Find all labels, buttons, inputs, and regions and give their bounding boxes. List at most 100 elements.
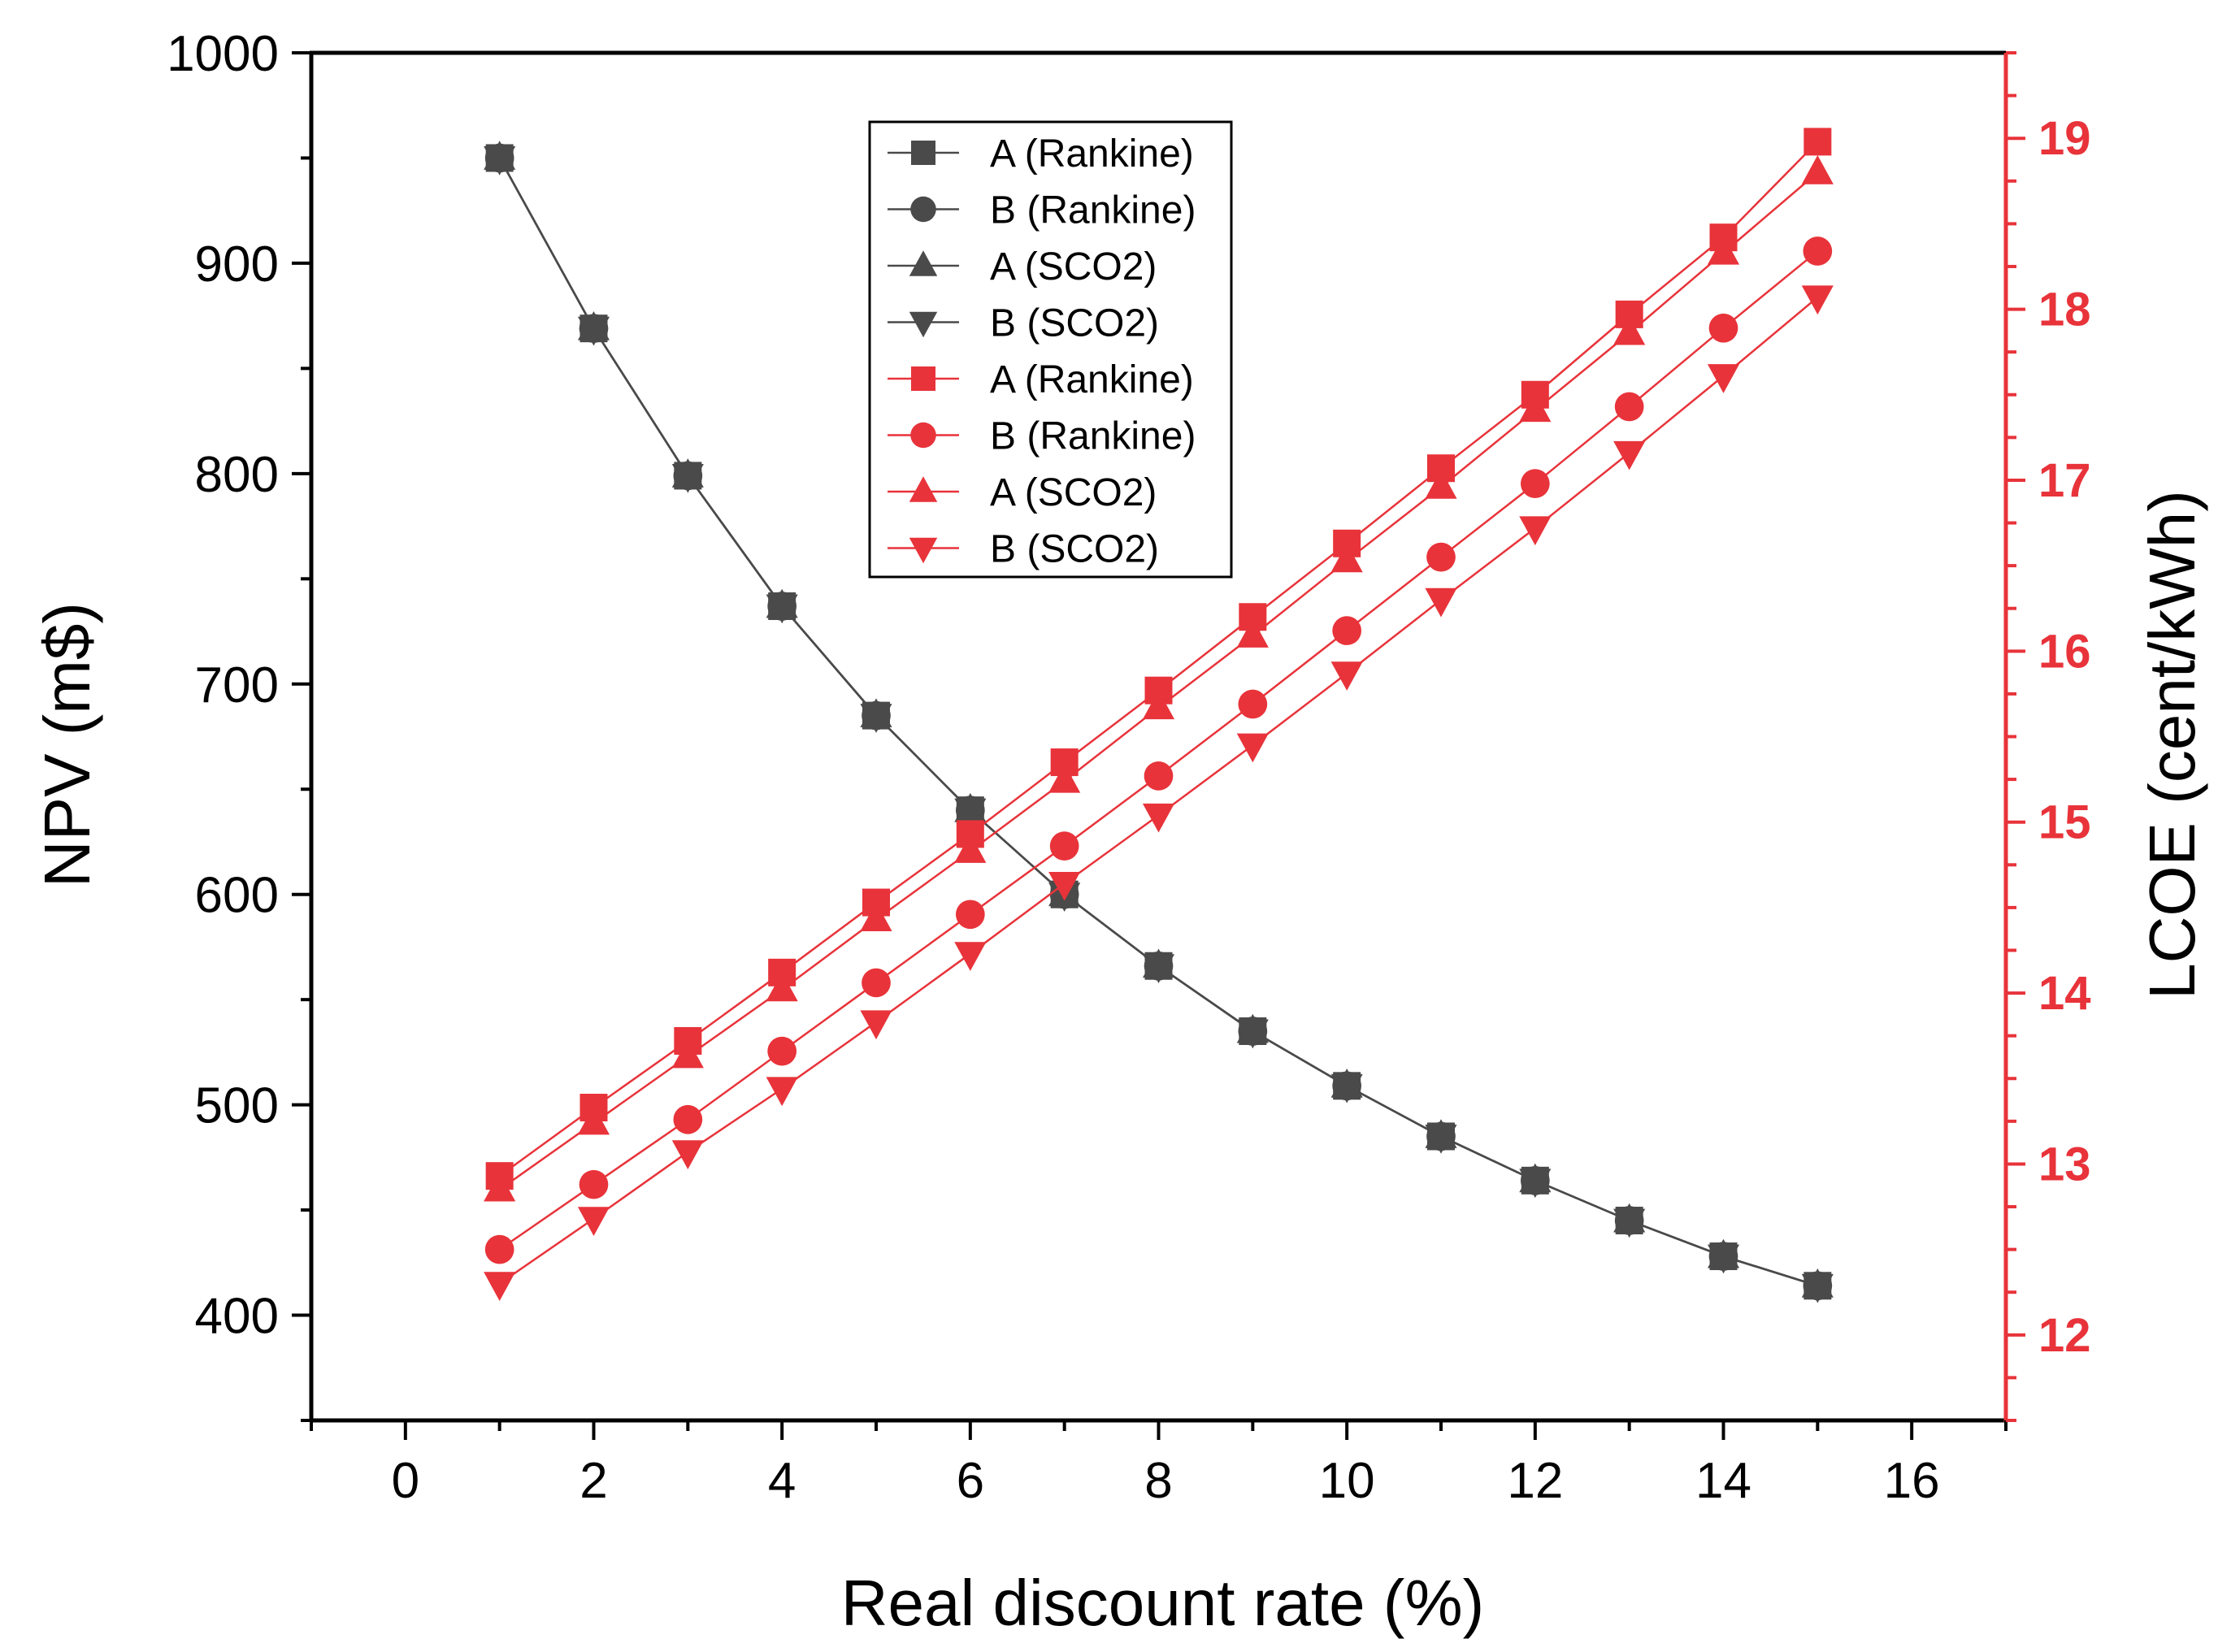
data-point (860, 704, 892, 733)
data-point (1330, 661, 1363, 691)
data-point (1049, 831, 1079, 861)
y-right-tick-label: 13 (2038, 1138, 2091, 1190)
data-point (579, 1169, 609, 1199)
data-point (1048, 763, 1081, 793)
x-tick-label: 4 (768, 1453, 796, 1509)
data-point (577, 1207, 610, 1237)
legend-marker (911, 366, 935, 391)
data-point (860, 1010, 892, 1040)
data-point (1801, 1273, 1834, 1303)
data-point (1330, 543, 1363, 573)
data-point (954, 942, 987, 971)
legend-label: A (Rankine) (990, 132, 1194, 176)
x-tick-label: 12 (1507, 1453, 1563, 1509)
series-7-lcoe (484, 285, 1834, 1301)
y-left-tick-label: 700 (195, 657, 279, 713)
data-point (484, 1234, 514, 1264)
y-right-tick-label: 15 (2038, 796, 2091, 849)
data-point (766, 972, 798, 1002)
data-point (1801, 285, 1834, 315)
y-left-tick-label: 800 (195, 447, 279, 503)
data-point (954, 798, 987, 828)
data-point (1519, 1169, 1552, 1199)
x-tick-label: 16 (1884, 1453, 1940, 1509)
data-point (671, 1038, 704, 1069)
legend-marker (911, 141, 935, 165)
data-point (955, 900, 985, 930)
legend-marker (909, 311, 938, 338)
x-tick-label: 6 (957, 1453, 984, 1509)
data-point (1142, 690, 1175, 720)
data-point (766, 594, 798, 624)
data-point (767, 1036, 797, 1066)
y-left-tick-label: 400 (195, 1289, 279, 1345)
y-right-tick-label: 14 (2038, 967, 2091, 1020)
data-point (1142, 954, 1175, 983)
legend-label: A (Rankine) (990, 358, 1194, 401)
data-point (484, 1172, 516, 1202)
data-point (860, 902, 892, 932)
series-6-lcoe (484, 155, 1834, 1202)
y-right-tick-label: 12 (2038, 1309, 2091, 1362)
series-5-lcoe (484, 236, 1833, 1264)
data-point (1236, 733, 1269, 763)
x-tick-label: 0 (392, 1453, 419, 1509)
data-point (1519, 392, 1552, 423)
x-tick-label: 10 (1319, 1453, 1375, 1509)
y-axis-left-title: NPV (m$) (31, 602, 103, 887)
data-point (1048, 871, 1081, 901)
data-point (1803, 236, 1833, 266)
data-point (1425, 588, 1457, 618)
y-left-tick-label: 900 (195, 236, 279, 293)
data-point (1236, 1019, 1269, 1049)
x-tick-label: 14 (1695, 1453, 1751, 1509)
data-point (1708, 313, 1738, 343)
legend-label: B (SCO2) (990, 528, 1159, 571)
data-point (1144, 761, 1174, 791)
y-left-tick-label: 600 (195, 868, 279, 924)
legend: A (Rankine) B (Rankine) A (SCO2) B (SCO2) A … (868, 120, 1233, 579)
data-point (766, 1077, 798, 1107)
series-3-npv (484, 146, 1834, 1303)
data-point (1707, 364, 1740, 393)
legend-item: A (Rankine) (888, 132, 1194, 176)
data-point (1519, 516, 1552, 546)
x-axis-title: Real discount rate (%) (841, 1567, 1484, 1639)
legend-item: A (Rankine) (888, 358, 1194, 401)
y-right-tick-label: 16 (2038, 625, 2091, 678)
y-right-tick-label: 19 (2038, 112, 2091, 165)
axis-ticks (292, 51, 2025, 1440)
data-point (1803, 128, 1832, 156)
data-point (1613, 315, 1646, 345)
data-point (1613, 1208, 1646, 1238)
data-point (1801, 155, 1834, 184)
data-point (1332, 616, 1362, 645)
legend-marker (909, 537, 938, 564)
data-point (1238, 689, 1268, 719)
data-point (577, 316, 610, 346)
x-tick-label: 2 (579, 1453, 607, 1509)
data-point (671, 1140, 704, 1169)
data-point (673, 1104, 703, 1134)
legend-marker (910, 422, 936, 449)
data-point (1330, 1073, 1363, 1104)
tick-labels: 0 2 4 6 8 10 12 14 16 400 500 600 700 800 900 1000 12 13 1… (167, 26, 2090, 1509)
data-point (1614, 392, 1644, 422)
legend-label: A (SCO2) (990, 245, 1157, 288)
data-point (484, 146, 516, 176)
legend-item: B (SCO2) (888, 302, 1159, 345)
series-layer (484, 128, 1834, 1303)
y-axis-right-title: LCOE (cent/kWh) (2136, 490, 2208, 999)
legend-marker (909, 250, 938, 276)
data-point (671, 463, 704, 493)
legend-label: B (Rankine) (990, 189, 1196, 232)
data-point (1707, 235, 1740, 265)
data-point (1520, 469, 1550, 498)
y-right-tick-label: 18 (2038, 284, 2091, 336)
legend-marker (909, 476, 938, 502)
x-tick-label: 8 (1144, 1453, 1172, 1509)
data-point (1425, 1125, 1457, 1154)
data-point (1425, 470, 1457, 499)
data-point (1613, 440, 1646, 470)
